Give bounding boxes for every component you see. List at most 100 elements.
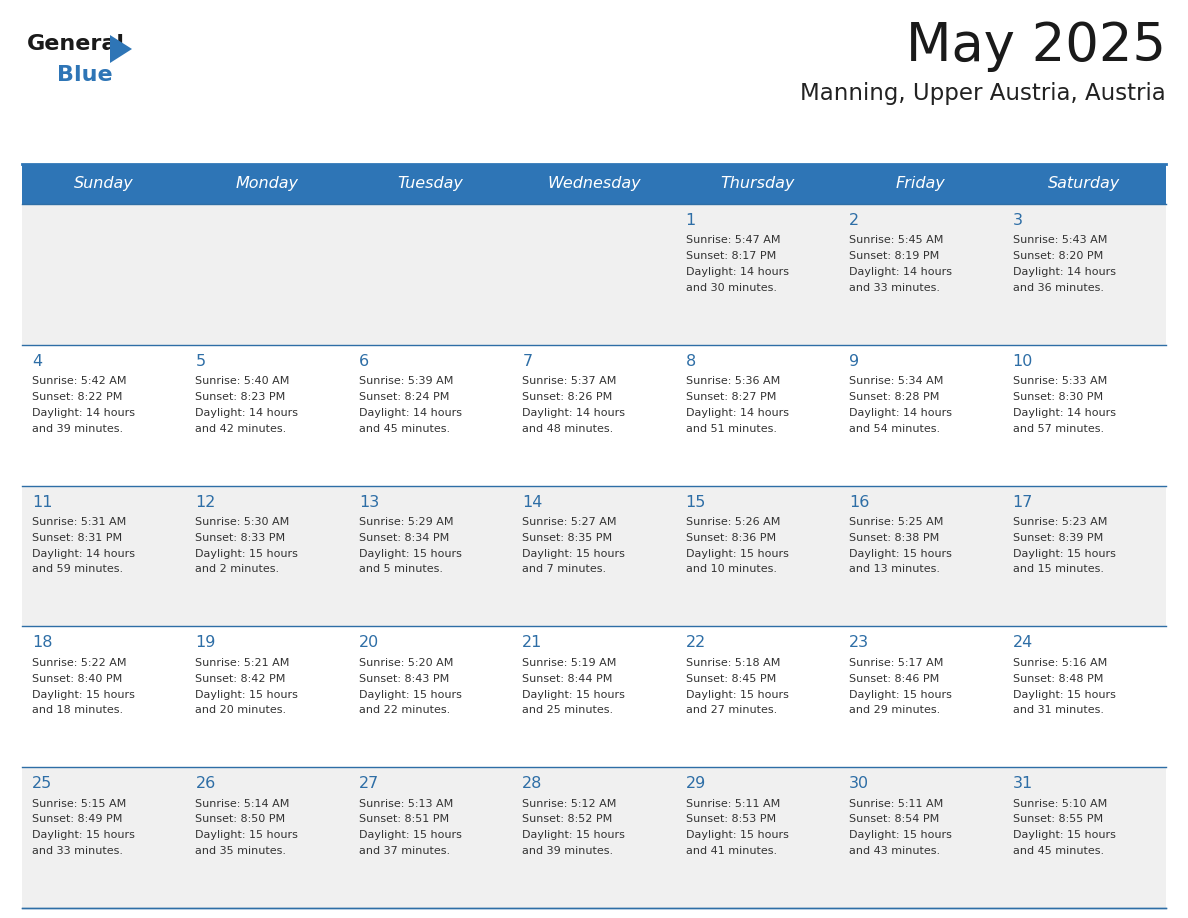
Text: Sunset: 8:45 PM: Sunset: 8:45 PM xyxy=(685,674,776,684)
Text: Blue: Blue xyxy=(57,65,113,85)
Text: and 20 minutes.: and 20 minutes. xyxy=(196,705,286,715)
Text: 12: 12 xyxy=(196,495,216,509)
Text: Saturday: Saturday xyxy=(1048,176,1120,192)
Text: Daylight: 14 hours: Daylight: 14 hours xyxy=(359,408,462,418)
Text: Daylight: 15 hours: Daylight: 15 hours xyxy=(359,689,462,700)
Text: 15: 15 xyxy=(685,495,706,509)
Text: and 36 minutes.: and 36 minutes. xyxy=(1012,283,1104,293)
Text: Daylight: 14 hours: Daylight: 14 hours xyxy=(196,408,298,418)
Text: 8: 8 xyxy=(685,353,696,369)
Text: Sunset: 8:20 PM: Sunset: 8:20 PM xyxy=(1012,252,1102,262)
Text: Sunset: 8:48 PM: Sunset: 8:48 PM xyxy=(1012,674,1102,684)
Text: and 37 minutes.: and 37 minutes. xyxy=(359,846,450,856)
Text: Sunset: 8:52 PM: Sunset: 8:52 PM xyxy=(523,814,613,824)
Text: and 33 minutes.: and 33 minutes. xyxy=(32,846,124,856)
Text: and 33 minutes.: and 33 minutes. xyxy=(849,283,940,293)
Text: Daylight: 15 hours: Daylight: 15 hours xyxy=(196,689,298,700)
Text: Sunset: 8:23 PM: Sunset: 8:23 PM xyxy=(196,392,285,402)
Text: 27: 27 xyxy=(359,777,379,791)
Text: Daylight: 15 hours: Daylight: 15 hours xyxy=(685,549,789,559)
Text: 10: 10 xyxy=(1012,353,1032,369)
Text: Sunset: 8:30 PM: Sunset: 8:30 PM xyxy=(1012,392,1102,402)
Text: Sunset: 8:27 PM: Sunset: 8:27 PM xyxy=(685,392,776,402)
Text: 19: 19 xyxy=(196,635,216,650)
Text: Sunrise: 5:21 AM: Sunrise: 5:21 AM xyxy=(196,658,290,668)
Text: Sunrise: 5:36 AM: Sunrise: 5:36 AM xyxy=(685,376,781,386)
Text: 31: 31 xyxy=(1012,777,1032,791)
Text: and 7 minutes.: and 7 minutes. xyxy=(523,565,606,575)
Text: Daylight: 14 hours: Daylight: 14 hours xyxy=(523,408,625,418)
Text: 7: 7 xyxy=(523,353,532,369)
Text: Daylight: 14 hours: Daylight: 14 hours xyxy=(849,267,952,277)
Text: Sunrise: 5:37 AM: Sunrise: 5:37 AM xyxy=(523,376,617,386)
Polygon shape xyxy=(110,35,132,63)
Text: 14: 14 xyxy=(523,495,543,509)
Text: 2: 2 xyxy=(849,213,859,228)
Text: Sunrise: 5:30 AM: Sunrise: 5:30 AM xyxy=(196,517,290,527)
Text: Sunrise: 5:25 AM: Sunrise: 5:25 AM xyxy=(849,517,943,527)
Text: Sunset: 8:36 PM: Sunset: 8:36 PM xyxy=(685,533,776,543)
Text: Sunrise: 5:33 AM: Sunrise: 5:33 AM xyxy=(1012,376,1107,386)
Text: and 39 minutes.: and 39 minutes. xyxy=(32,424,124,433)
Text: Sunset: 8:34 PM: Sunset: 8:34 PM xyxy=(359,533,449,543)
Text: Sunrise: 5:22 AM: Sunrise: 5:22 AM xyxy=(32,658,126,668)
Text: Sunrise: 5:34 AM: Sunrise: 5:34 AM xyxy=(849,376,943,386)
Text: Sunset: 8:50 PM: Sunset: 8:50 PM xyxy=(196,814,285,824)
Text: Friday: Friday xyxy=(896,176,946,192)
Text: and 43 minutes.: and 43 minutes. xyxy=(849,846,940,856)
Text: and 54 minutes.: and 54 minutes. xyxy=(849,424,940,433)
Text: 25: 25 xyxy=(32,777,52,791)
Text: Sunrise: 5:10 AM: Sunrise: 5:10 AM xyxy=(1012,799,1107,809)
Text: Manning, Upper Austria, Austria: Manning, Upper Austria, Austria xyxy=(801,82,1165,105)
Text: Sunrise: 5:26 AM: Sunrise: 5:26 AM xyxy=(685,517,781,527)
Text: 18: 18 xyxy=(32,635,52,650)
Bar xyxy=(23,345,1165,486)
Text: 4: 4 xyxy=(32,353,42,369)
Text: 26: 26 xyxy=(196,777,216,791)
Text: and 22 minutes.: and 22 minutes. xyxy=(359,705,450,715)
Text: and 59 minutes.: and 59 minutes. xyxy=(32,565,124,575)
Text: Sunset: 8:49 PM: Sunset: 8:49 PM xyxy=(32,814,122,824)
Text: Sunrise: 5:31 AM: Sunrise: 5:31 AM xyxy=(32,517,126,527)
Text: Sunset: 8:28 PM: Sunset: 8:28 PM xyxy=(849,392,940,402)
Text: Sunrise: 5:39 AM: Sunrise: 5:39 AM xyxy=(359,376,454,386)
Text: and 10 minutes.: and 10 minutes. xyxy=(685,565,777,575)
Text: Daylight: 15 hours: Daylight: 15 hours xyxy=(1012,549,1116,559)
Text: Sunrise: 5:47 AM: Sunrise: 5:47 AM xyxy=(685,236,781,245)
Text: and 5 minutes.: and 5 minutes. xyxy=(359,565,443,575)
Text: Daylight: 15 hours: Daylight: 15 hours xyxy=(849,689,952,700)
Text: Monday: Monday xyxy=(235,176,298,192)
Text: Sunrise: 5:29 AM: Sunrise: 5:29 AM xyxy=(359,517,454,527)
Text: Daylight: 15 hours: Daylight: 15 hours xyxy=(359,830,462,840)
Text: Sunrise: 5:45 AM: Sunrise: 5:45 AM xyxy=(849,236,943,245)
Text: Daylight: 14 hours: Daylight: 14 hours xyxy=(1012,267,1116,277)
Text: Sunrise: 5:42 AM: Sunrise: 5:42 AM xyxy=(32,376,126,386)
Text: 9: 9 xyxy=(849,353,859,369)
Text: 28: 28 xyxy=(523,777,543,791)
Text: Daylight: 14 hours: Daylight: 14 hours xyxy=(685,408,789,418)
Text: Sunrise: 5:20 AM: Sunrise: 5:20 AM xyxy=(359,658,454,668)
Text: Sunset: 8:40 PM: Sunset: 8:40 PM xyxy=(32,674,122,684)
Text: Sunset: 8:31 PM: Sunset: 8:31 PM xyxy=(32,533,122,543)
Text: Sunset: 8:54 PM: Sunset: 8:54 PM xyxy=(849,814,940,824)
Text: Sunset: 8:33 PM: Sunset: 8:33 PM xyxy=(196,533,285,543)
Bar xyxy=(23,204,1165,345)
Text: Thursday: Thursday xyxy=(720,176,795,192)
Text: Daylight: 15 hours: Daylight: 15 hours xyxy=(523,830,625,840)
Text: 13: 13 xyxy=(359,495,379,509)
Text: Daylight: 15 hours: Daylight: 15 hours xyxy=(849,549,952,559)
Text: Sunrise: 5:40 AM: Sunrise: 5:40 AM xyxy=(196,376,290,386)
Text: Daylight: 15 hours: Daylight: 15 hours xyxy=(1012,689,1116,700)
Text: 24: 24 xyxy=(1012,635,1032,650)
Text: Sunrise: 5:15 AM: Sunrise: 5:15 AM xyxy=(32,799,126,809)
Text: Daylight: 15 hours: Daylight: 15 hours xyxy=(1012,830,1116,840)
Text: Daylight: 14 hours: Daylight: 14 hours xyxy=(685,267,789,277)
Text: Sunday: Sunday xyxy=(74,176,133,192)
Text: Sunset: 8:46 PM: Sunset: 8:46 PM xyxy=(849,674,940,684)
Text: 1: 1 xyxy=(685,213,696,228)
Text: 29: 29 xyxy=(685,777,706,791)
Text: and 57 minutes.: and 57 minutes. xyxy=(1012,424,1104,433)
Text: and 29 minutes.: and 29 minutes. xyxy=(849,705,941,715)
Text: and 27 minutes.: and 27 minutes. xyxy=(685,705,777,715)
Text: Sunset: 8:43 PM: Sunset: 8:43 PM xyxy=(359,674,449,684)
